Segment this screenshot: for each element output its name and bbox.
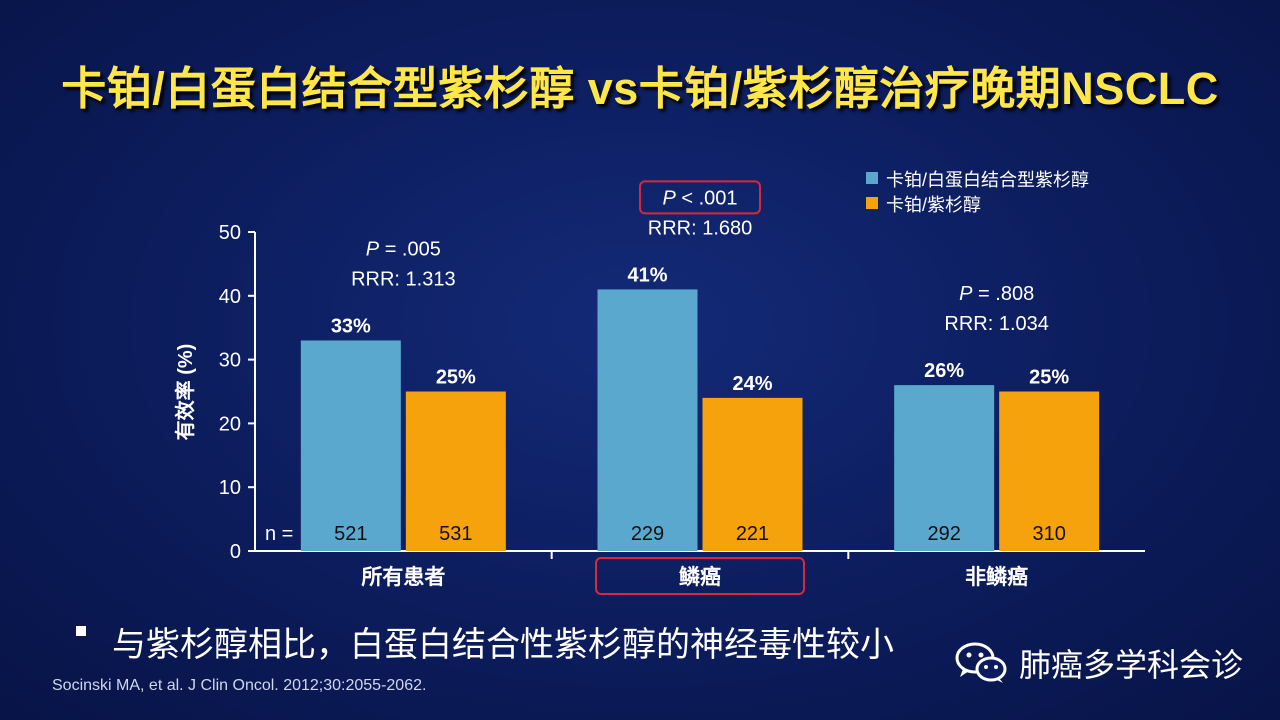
rrr-label: RRR: 1.313: [351, 268, 456, 290]
n-prefix-label: n =: [265, 523, 293, 545]
y-tick-label: 10: [219, 477, 241, 499]
slide-title: 卡铂/白蛋白结合型紫杉醇 vs卡铂/紫杉醇治疗晚期NSCLC: [61, 63, 1219, 114]
y-tick-label: 30: [219, 350, 241, 372]
p-value-label: P < .001: [662, 187, 737, 209]
p-value-label: P = .005: [366, 238, 441, 260]
bar-n-label: 310: [1032, 523, 1065, 545]
legend-label-series-b: 卡铂/紫杉醇: [886, 195, 982, 215]
bar: [597, 289, 698, 551]
y-axis-label: 有效率 (%): [173, 344, 197, 441]
bar: [999, 391, 1100, 551]
bullet-text: 与紫杉醇相比，白蛋白结合性紫杉醇的神经毒性较小: [112, 626, 894, 664]
legend-label-series-a: 卡铂/白蛋白结合型紫杉醇: [886, 170, 1089, 190]
rrr-label: RRR: 1.034: [944, 313, 1049, 335]
bar-value-label: 25%: [436, 367, 476, 389]
bullet-marker: [76, 626, 86, 636]
bar-n-label: 521: [334, 523, 367, 545]
x-category-label: 鳞癌: [679, 565, 721, 589]
citation: Socinski MA, et al. J Clin Oncol. 2012;3…: [52, 677, 427, 694]
watermark-text: 肺癌多学科会诊: [1019, 647, 1244, 683]
highlight-box-category: [595, 557, 805, 595]
legend-swatch-series-a: [866, 172, 878, 184]
bar-n-label: 292: [927, 523, 960, 545]
y-tick-label: 20: [219, 413, 241, 435]
y-tick-label: 40: [219, 286, 241, 308]
bar-value-label: 24%: [732, 373, 772, 395]
wechat-icon: [955, 642, 1007, 683]
bar-n-label: 229: [631, 523, 664, 545]
bar-value-label: 25%: [1029, 367, 1069, 389]
p-value-label: P = .808: [959, 283, 1034, 305]
highlight-box-p-value: [639, 180, 761, 215]
bar: [894, 385, 995, 551]
y-tick-label: 0: [230, 541, 241, 563]
x-category-label: 非鳞癌: [965, 565, 1028, 589]
bar-n-label: 221: [736, 523, 769, 545]
bar: [405, 391, 506, 551]
x-category-label: 所有患者: [361, 565, 445, 589]
bar-value-label: 33%: [331, 315, 371, 337]
bar-value-label: 26%: [924, 360, 964, 382]
legend-swatch-series-b: [866, 197, 878, 209]
y-tick-label: 50: [219, 222, 241, 244]
bar: [300, 340, 401, 551]
bar-n-label: 531: [439, 523, 472, 545]
watermark: 肺癌多学科会诊: [955, 640, 1243, 686]
bar: [702, 397, 803, 551]
bar-value-label: 41%: [627, 264, 667, 286]
rrr-label: RRR: 1.680: [648, 217, 753, 239]
